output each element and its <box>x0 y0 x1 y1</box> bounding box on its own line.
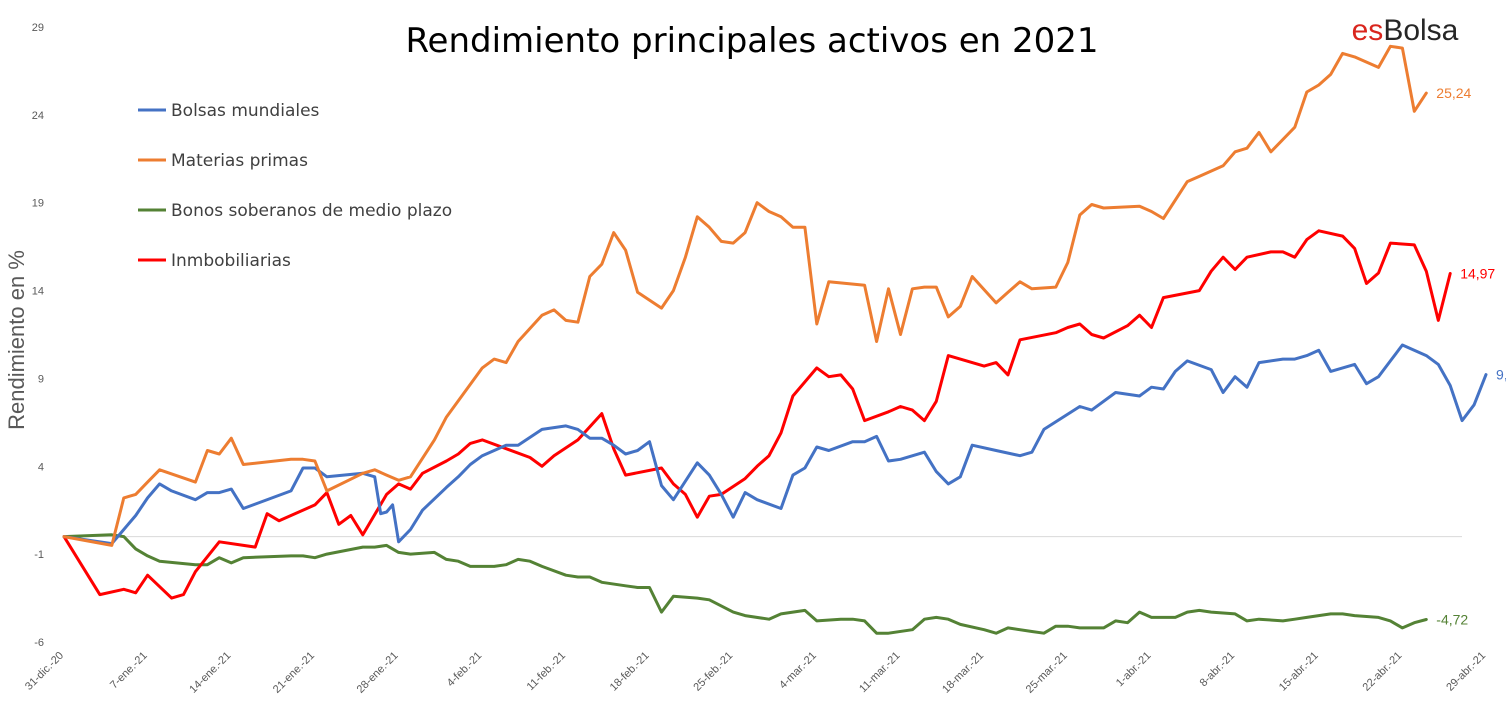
series-line <box>62 229 1452 600</box>
legend-label: Bonos soberanos de medio plazo <box>171 201 452 221</box>
y-tick-label: 4 <box>38 461 44 473</box>
series-end-label: 14,97 <box>1460 266 1495 282</box>
legend-label: Bolsas mundiales <box>171 101 320 121</box>
brand-logo-bolsa: Bolsa <box>1383 14 1458 47</box>
brand-logo-es: es <box>1352 14 1384 47</box>
y-tick-label: 9 <box>38 373 44 385</box>
y-axis-label: Rendimiento en % <box>4 250 29 430</box>
chart-title: Rendimiento principales activos en 2021 <box>405 21 1098 61</box>
legend: Bolsas mundiales Materias primas Bonos sob… <box>138 101 452 271</box>
y-tick-label: 29 <box>32 22 44 34</box>
y-tick-label: 24 <box>32 110 44 122</box>
series-lines <box>62 44 1488 635</box>
series-line <box>62 533 1428 635</box>
series-end-label: -4,72 <box>1436 612 1468 628</box>
y-tick-label: 19 <box>32 198 44 210</box>
y-tick-label: 14 <box>32 286 44 298</box>
brand-logo: esBolsa <box>1352 14 1459 47</box>
y-tick-label: -6 <box>34 637 44 649</box>
y-axis-ticks: 29 24 19 14 9 4 -1 -6 <box>32 22 44 649</box>
series-line <box>62 343 1488 546</box>
legend-label: Materias primas <box>171 151 308 171</box>
series-line <box>62 44 1428 547</box>
end-labels: 9,22 25,24 -4,72 14,97 <box>1436 85 1506 627</box>
series-end-label: 9,22 <box>1496 367 1506 383</box>
y-tick-label: -1 <box>34 549 44 561</box>
legend-label: Inmbobiliarias <box>171 251 291 271</box>
series-end-label: 25,24 <box>1436 85 1471 101</box>
